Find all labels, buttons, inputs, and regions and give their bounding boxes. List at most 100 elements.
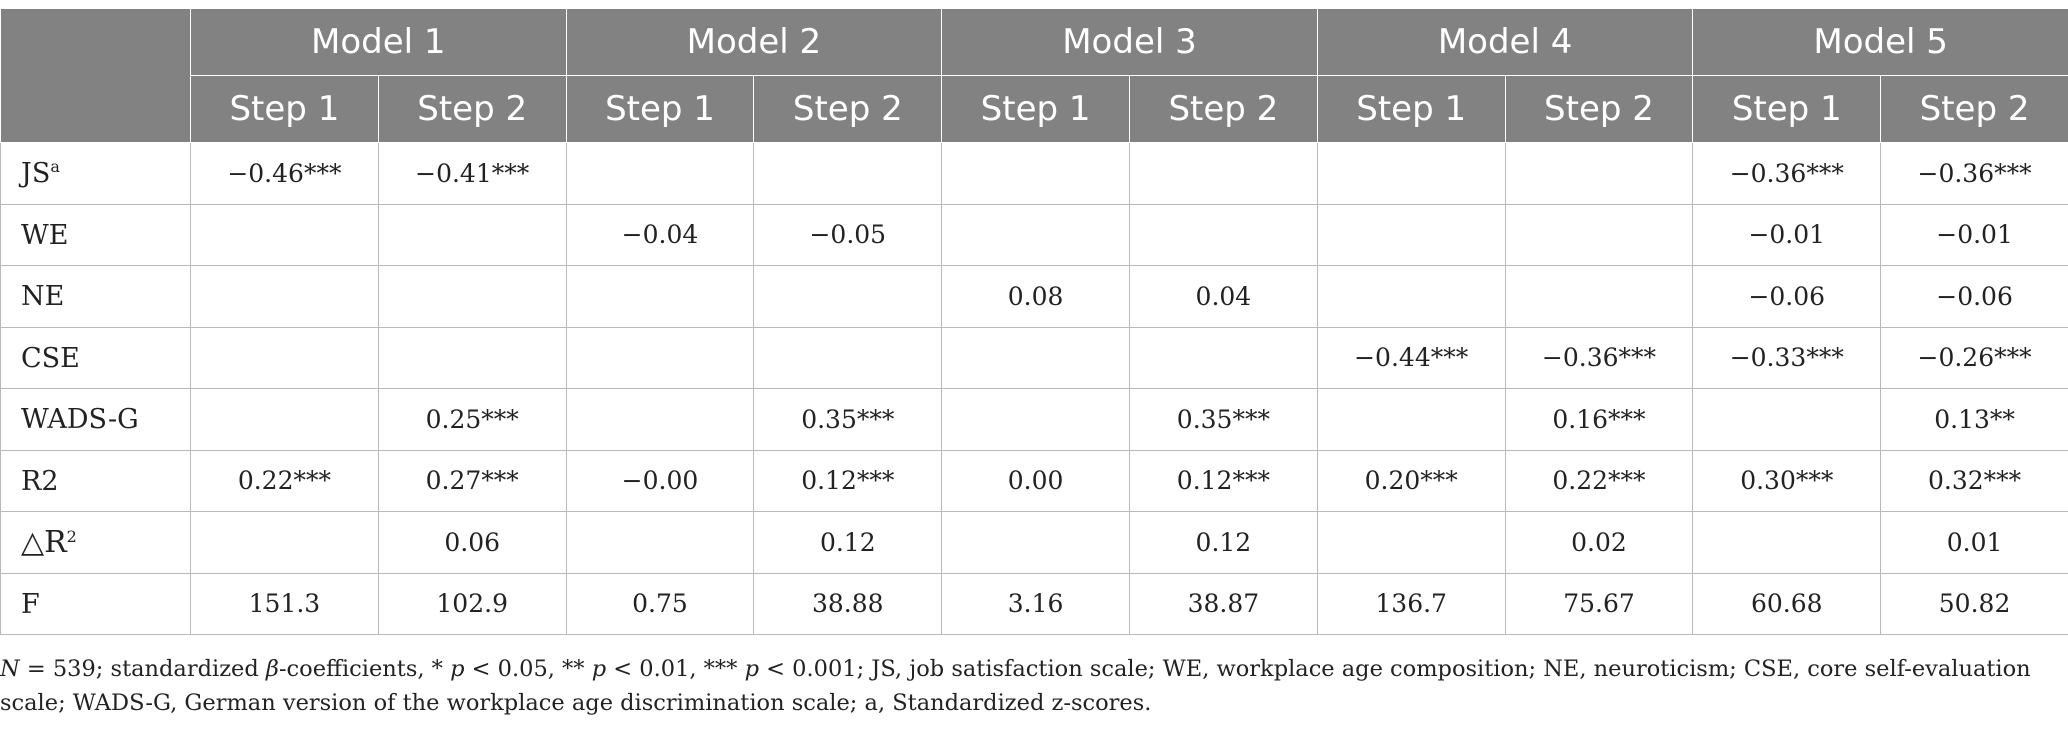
row-label: CSE <box>0 326 191 389</box>
table-cell: −0.46*** <box>190 142 379 205</box>
note-beta: β <box>265 656 279 682</box>
table-cell: 60.68 <box>1692 572 1882 635</box>
table-row: JSa −0.46*** −0.41*** −0.36*** −0.36*** <box>0 142 2068 205</box>
table-cell: 38.87 <box>1128 572 1318 635</box>
table-cell: 0.35*** <box>753 388 943 451</box>
table-cell <box>1692 388 1882 451</box>
table-cell: 0.00 <box>941 449 1130 512</box>
table-cell: −0.36*** <box>1504 326 1694 389</box>
step-header-row: Step 1 Step 2 Step 1 Step 2 Step 1 Step … <box>1 75 2068 143</box>
row-label-superscript: a <box>50 157 60 177</box>
table-cell: 0.75 <box>565 572 755 635</box>
table-cell <box>1692 511 1882 574</box>
model-header-row: Model 1 Model 2 Model 3 Model 4 Model 5 <box>0 8 2068 143</box>
table-cell <box>1504 203 1694 266</box>
table-cell: 38.88 <box>753 572 943 635</box>
step-header: Step 1 <box>1316 75 1506 143</box>
table-cell: 136.7 <box>1316 572 1506 635</box>
note-n-value: = 539; standardized <box>19 656 266 682</box>
table-cell <box>190 326 379 389</box>
table-cell <box>565 142 755 205</box>
table-cell: 0.12 <box>1128 511 1318 574</box>
table-cell <box>377 326 567 389</box>
table-cell <box>1316 511 1506 574</box>
table-cell: 0.08 <box>941 265 1130 328</box>
step-header: Step 1 <box>190 75 379 143</box>
row-label-text: R2 <box>21 465 59 497</box>
regression-table: Model 1 Model 2 Model 3 Model 4 Model 5 … <box>0 8 2068 635</box>
table-cell <box>1316 265 1506 328</box>
table-cell <box>941 511 1130 574</box>
table-cell <box>190 265 379 328</box>
table-row: R2 0.22*** 0.27*** −0.00 0.12*** 0.00 0.12*** 0… <box>0 449 2068 512</box>
table-cell: −0.44*** <box>1316 326 1506 389</box>
table-cell <box>565 265 755 328</box>
table-cell: −0.06 <box>1880 265 2068 328</box>
model-header: Model 5 <box>1692 8 2068 76</box>
row-label-text: JS <box>21 158 51 190</box>
step-header: Step 2 <box>1880 75 2068 143</box>
table-cell: −0.01 <box>1692 203 1882 266</box>
table-cell <box>565 388 755 451</box>
table-row: F 151.3 102.9 0.75 38.88 3.16 38.87 136.7 75.67 6… <box>0 572 2068 635</box>
table-cell: −0.33*** <box>1692 326 1882 389</box>
row-label: WADS-G <box>0 388 191 451</box>
table-cell: 0.04 <box>1128 265 1318 328</box>
table-cell <box>1316 388 1506 451</box>
note-text: -coefficients, * <box>278 656 451 682</box>
step-header: Step 2 <box>753 75 943 143</box>
corner-cell <box>0 8 191 143</box>
table-cell: 0.02 <box>1504 511 1694 574</box>
table-cell: 0.20*** <box>1316 449 1506 512</box>
table-cell: 0.12*** <box>1128 449 1318 512</box>
step-header: Step 1 <box>565 75 755 143</box>
table-row: CSE −0.44*** −0.36*** −0.33*** −0.26*** <box>0 326 2068 389</box>
table-cell <box>941 203 1130 266</box>
note-p: p <box>591 656 607 682</box>
table-cell <box>1504 142 1694 205</box>
note-p: p <box>450 656 465 682</box>
note-text: < 0.05, ** <box>464 656 592 682</box>
table-cell <box>190 203 379 266</box>
table-cell: −0.26*** <box>1880 326 2068 389</box>
table-cell: 3.16 <box>941 572 1130 635</box>
table-cell <box>1128 203 1318 266</box>
table-cell: 0.27*** <box>377 449 567 512</box>
table-cell: 0.06 <box>377 511 567 574</box>
row-label-text: NE <box>21 281 65 313</box>
step-header: Step 1 <box>1692 75 1882 143</box>
table-cell: −0.06 <box>1692 265 1882 328</box>
table-cell: 50.82 <box>1880 572 2068 635</box>
table-footnote: N = 539; standardized β-coefficients, * … <box>0 652 2060 720</box>
table-cell: 0.12 <box>753 511 943 574</box>
note-p: p <box>744 656 759 682</box>
table-cell: −0.04 <box>565 203 755 266</box>
table-cell <box>1128 142 1318 205</box>
table-cell: −0.36*** <box>1880 142 2068 205</box>
step-header: Step 2 <box>1504 75 1694 143</box>
table-cell <box>377 203 567 266</box>
table-cell <box>941 142 1130 205</box>
results-table-container: Model 1 Model 2 Model 3 Model 4 Model 5 … <box>0 8 2068 635</box>
step-header: Step 2 <box>1128 75 1318 143</box>
table-cell: 151.3 <box>190 572 379 635</box>
table-body: JSa −0.46*** −0.41*** −0.36*** −0.36*** WE −0.… <box>0 142 2068 635</box>
table-cell: −0.01 <box>1880 203 2068 266</box>
table-cell: 75.67 <box>1504 572 1694 635</box>
table-cell: 0.16*** <box>1504 388 1694 451</box>
table-cell <box>190 511 379 574</box>
row-label: F <box>0 572 191 635</box>
table-cell: 0.30*** <box>1692 449 1882 512</box>
table-row: WE −0.04 −0.05 −0.01 −0.01 <box>0 203 2068 266</box>
table-cell: −0.41*** <box>377 142 567 205</box>
table-cell <box>753 326 943 389</box>
table-cell: 0.13** <box>1880 388 2068 451</box>
row-label: △R2 <box>0 511 191 574</box>
row-label-superscript: 2 <box>66 526 77 546</box>
row-label-text: △R <box>21 524 67 560</box>
table-cell <box>753 142 943 205</box>
table-cell: −0.36*** <box>1692 142 1882 205</box>
row-label: JSa <box>0 142 191 205</box>
step-header: Step 2 <box>377 75 567 143</box>
table-cell: 0.01 <box>1880 511 2068 574</box>
